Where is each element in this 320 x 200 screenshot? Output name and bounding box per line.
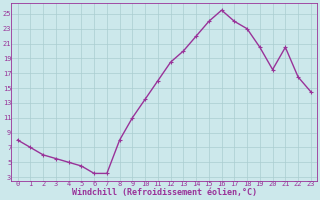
- X-axis label: Windchill (Refroidissement éolien,°C): Windchill (Refroidissement éolien,°C): [72, 188, 257, 197]
